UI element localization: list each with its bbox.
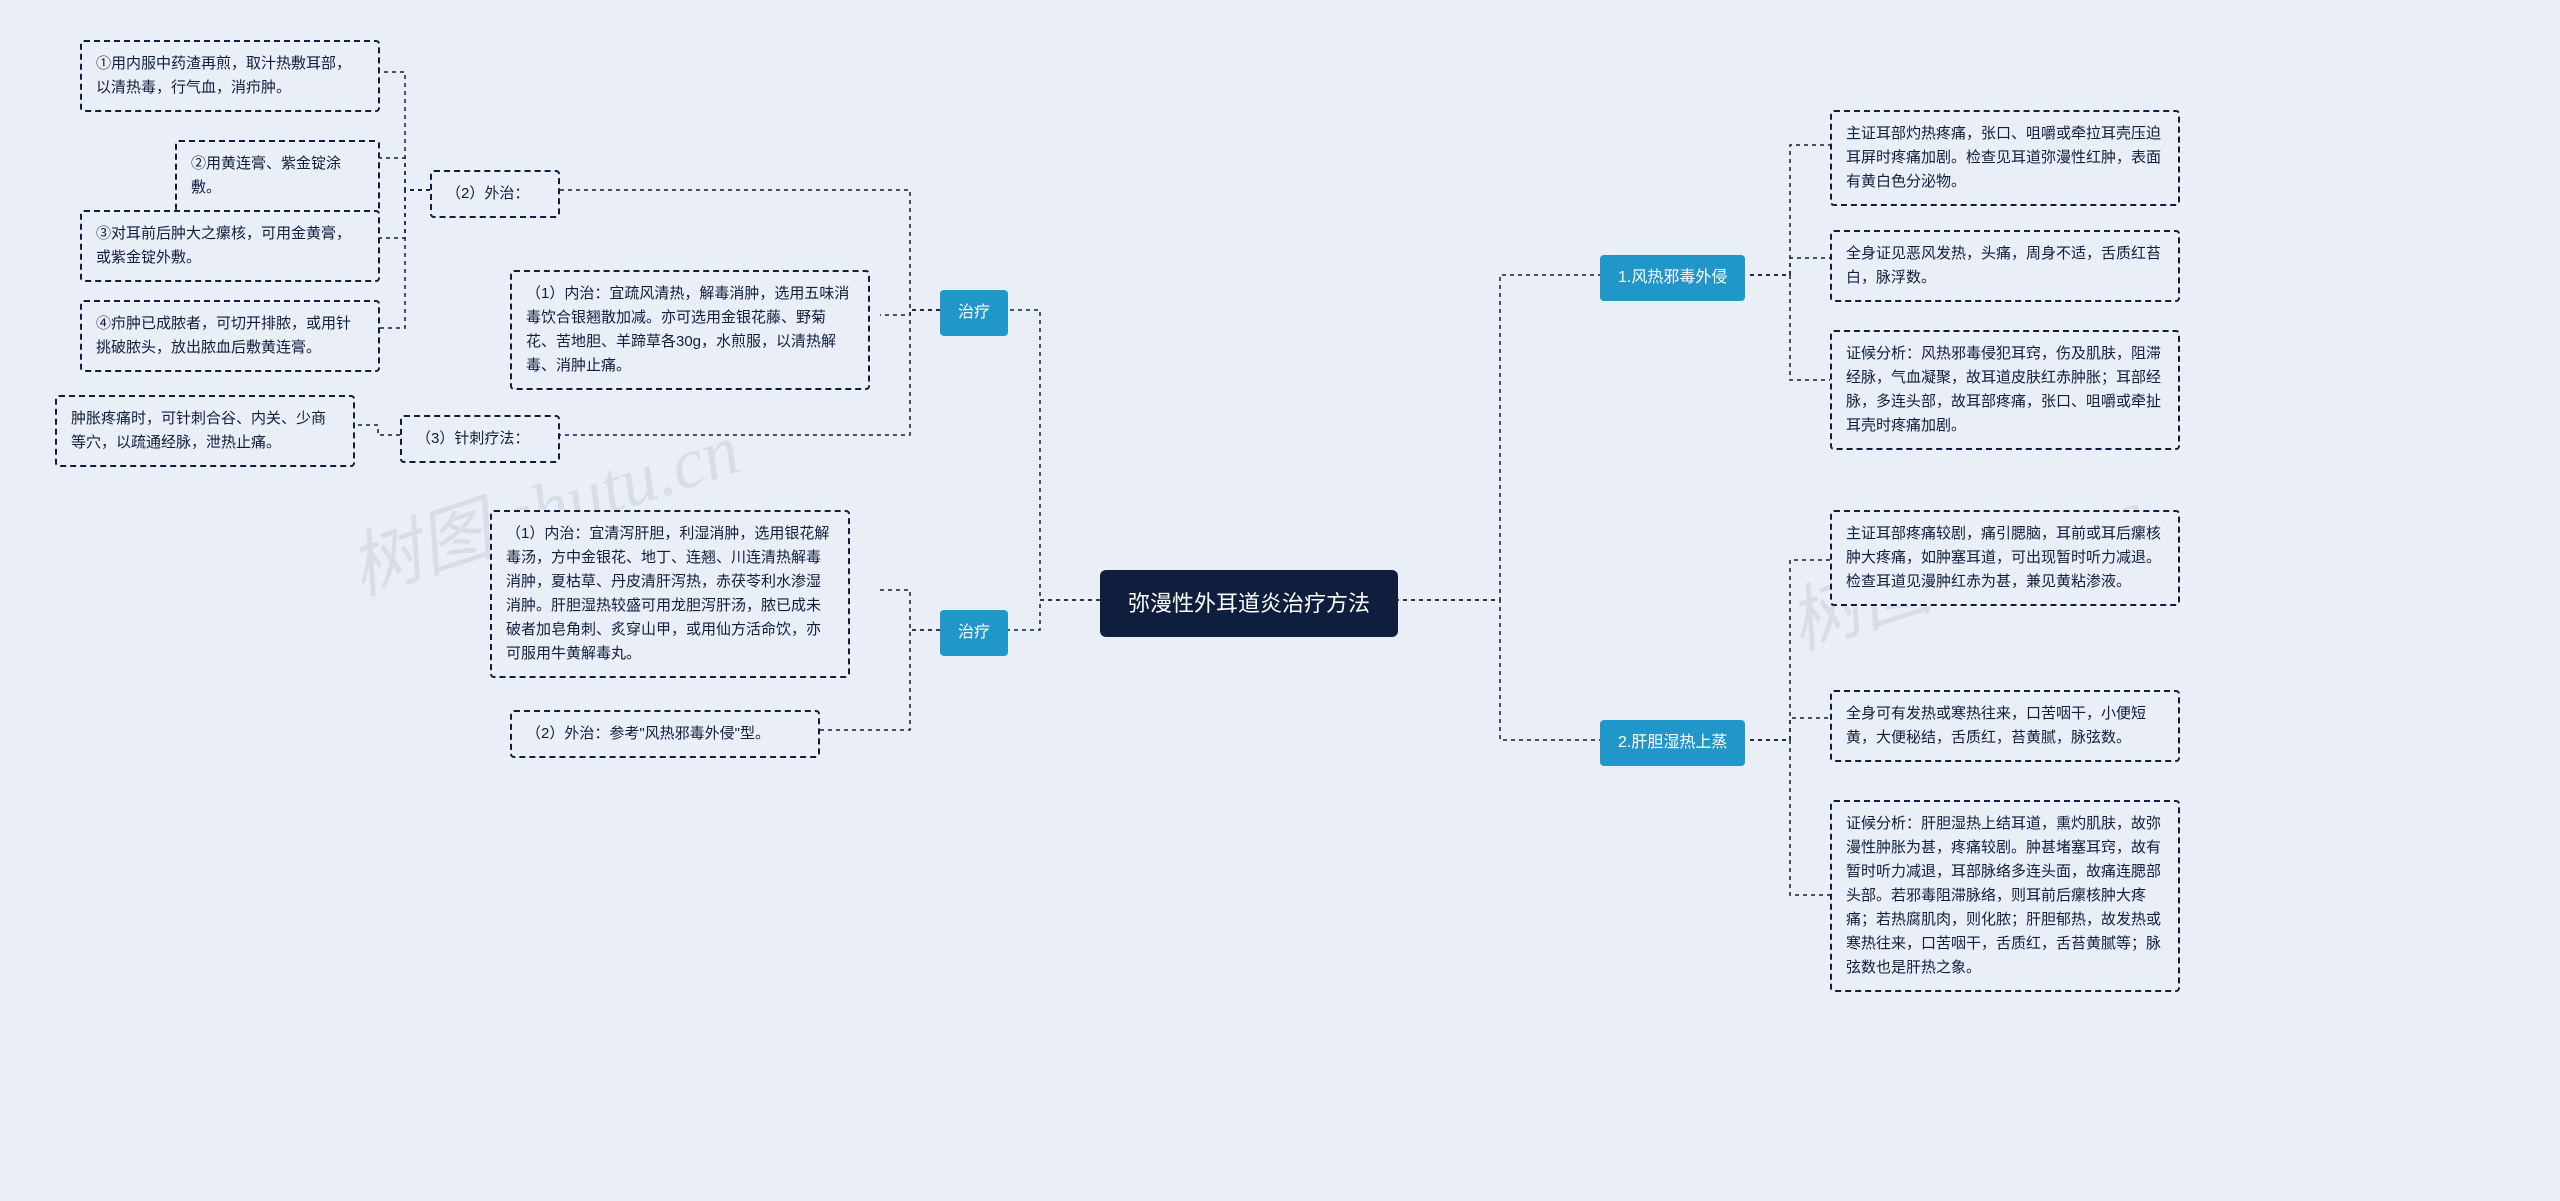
mindmap-root[interactable]: 弥漫性外耳道炎治疗方法 (1100, 570, 1398, 637)
leaf-l1c1: 肿胀疼痛时，可针刺合谷、内关、少商等穴，以疏通经脉，泄热止痛。 (55, 395, 355, 467)
branch-treatment-2[interactable]: 治疗 (940, 610, 1008, 656)
leaf-r2c: 证候分析：肝胆湿热上结耳道，熏灼肌肤，故弥漫性肿胀为甚，疼痛较剧。肿甚堵塞耳窍，… (1830, 800, 2180, 992)
leaf-r1c: 证候分析：风热邪毒侵犯耳窍，伤及肌肤，阻滞经脉，气血凝聚，故耳道皮肤红赤肿胀；耳… (1830, 330, 2180, 450)
leaf-r1b: 全身证见恶风发热，头痛，周身不适，舌质红苔白，脉浮数。 (1830, 230, 2180, 302)
sub-l1c-acupuncture: （3）针刺疗法： (400, 415, 560, 463)
leaf-l1b3: ③对耳前后肿大之瘰核，可用金黄膏，或紫金锭外敷。 (80, 210, 380, 282)
leaf-r2b: 全身可有发热或寒热往来，口苦咽干，小便短黄，大便秘结，舌质红，苔黄腻，脉弦数。 (1830, 690, 2180, 762)
branch-liver-gallbladder[interactable]: 2.肝胆湿热上蒸 (1600, 720, 1745, 766)
branch-wind-heat[interactable]: 1.风热邪毒外侵 (1600, 255, 1745, 301)
leaf-l1b1: ①用内服中药渣再煎，取汁热敷耳部，以清热毒，行气血，消疖肿。 (80, 40, 380, 112)
leaf-l1b4: ④疖肿已成脓者，可切开排脓，或用针挑破脓头，放出脓血后敷黄连膏。 (80, 300, 380, 372)
leaf-r1a: 主证耳部灼热疼痛，张口、咀嚼或牵拉耳壳压迫耳屏时疼痛加剧。检查见耳道弥漫性红肿，… (1830, 110, 2180, 206)
sub-l1b-external: （2）外治： (430, 170, 560, 218)
leaf-l1b2: ②用黄连膏、紫金锭涂敷。 (175, 140, 380, 212)
leaf-l2b-external: （2）外治：参考"风热邪毒外侵"型。 (510, 710, 820, 758)
leaf-l1a-internal: （1）内治：宜疏风清热，解毒消肿，选用五味消毒饮合银翘散加减。亦可选用金银花藤、… (510, 270, 870, 390)
leaf-r2a: 主证耳部疼痛较剧，痛引腮脑，耳前或耳后瘰核肿大疼痛，如肿塞耳道，可出现暂时听力减… (1830, 510, 2180, 606)
leaf-l2a-internal: （1）内治：宜清泻肝胆，利湿消肿，选用银花解毒汤，方中金银花、地丁、连翘、川连清… (490, 510, 850, 678)
branch-treatment-1[interactable]: 治疗 (940, 290, 1008, 336)
